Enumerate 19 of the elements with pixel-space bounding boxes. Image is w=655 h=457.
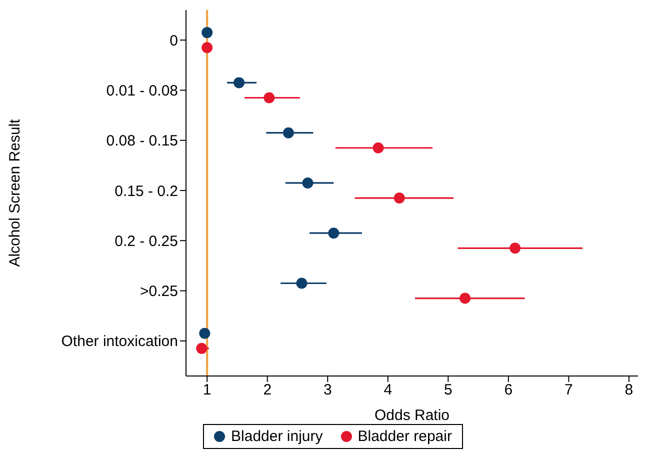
y-tick-label: 0.01 - 0.08 bbox=[106, 82, 178, 100]
x-tick-label: 7 bbox=[564, 382, 573, 399]
x-tick-label: 6 bbox=[504, 382, 513, 399]
x-tick-label: 2 bbox=[263, 382, 272, 399]
legend-label: Bladder injury bbox=[230, 428, 323, 445]
y-tick-label: 0.15 - 0.2 bbox=[114, 182, 178, 200]
y-tick-label: 0 bbox=[170, 32, 178, 50]
legend-label: Bladder repair bbox=[356, 428, 452, 445]
x-tick-label: 1 bbox=[202, 382, 212, 399]
x-tick-label: 3 bbox=[323, 382, 332, 399]
x-tick-label: 8 bbox=[624, 382, 634, 399]
y-tick-label: 0.2 - 0.25 bbox=[114, 232, 178, 250]
y-tick-label: Other intoxication bbox=[61, 333, 178, 350]
y-tick-label: 0.08 - 0.15 bbox=[106, 132, 178, 150]
x-axis-title: Odds Ratio bbox=[374, 407, 450, 424]
x-tick-label: 5 bbox=[444, 382, 452, 399]
y-axis-title: Alcohol Screen Result bbox=[6, 118, 24, 267]
x-tick-label: 4 bbox=[384, 382, 392, 399]
y-tick-label: >0.25 bbox=[140, 283, 178, 300]
